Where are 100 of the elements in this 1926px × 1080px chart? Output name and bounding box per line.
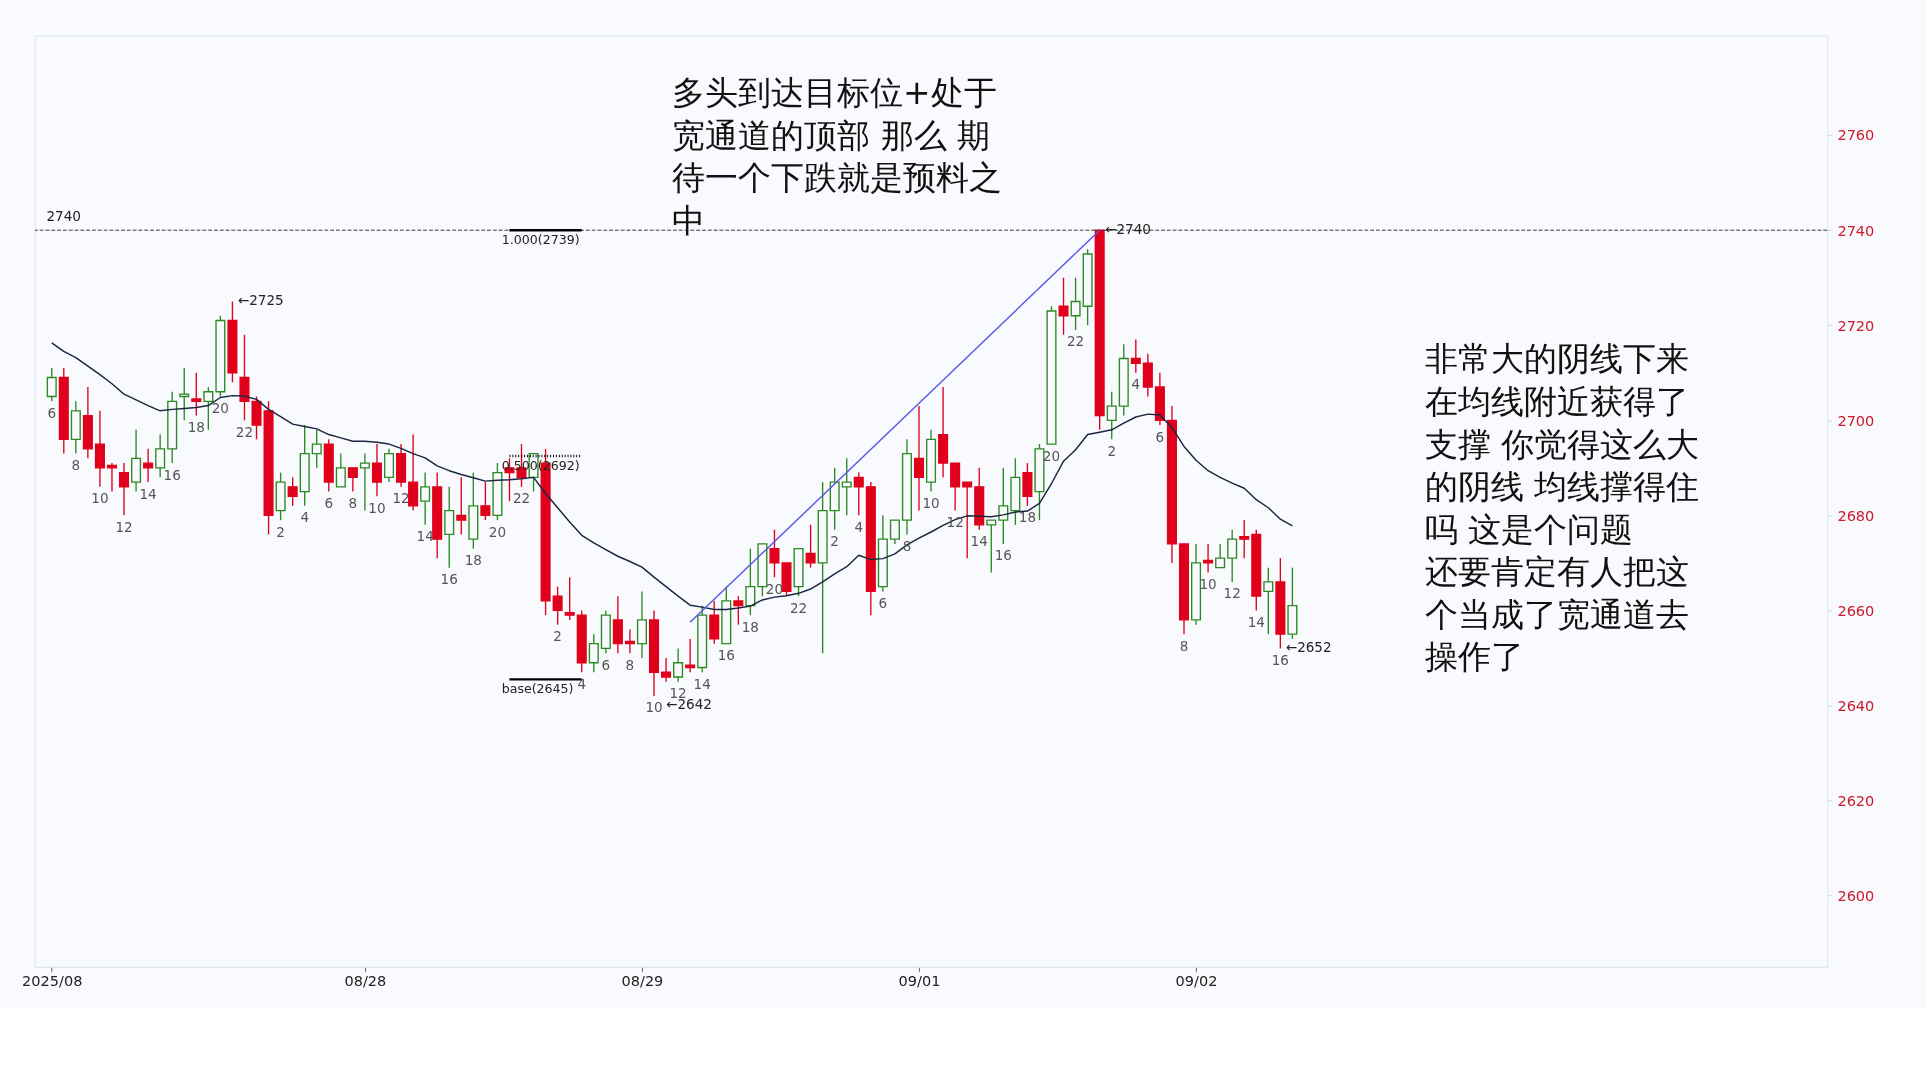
y-tick-label: 2760 xyxy=(1837,127,1875,144)
candlestick xyxy=(335,452,346,488)
candlestick xyxy=(1239,519,1250,559)
candlestick xyxy=(1130,338,1141,374)
candlestick xyxy=(1203,543,1214,574)
text: 6 xyxy=(878,594,888,611)
candlestick xyxy=(805,524,816,569)
candlestick xyxy=(564,576,575,621)
candlestick xyxy=(1215,543,1226,569)
candlestick xyxy=(191,372,202,417)
candlestick xyxy=(287,476,298,507)
candlestick xyxy=(371,443,382,498)
candlestick xyxy=(889,519,900,545)
y-tick-label: 2700 xyxy=(1837,412,1875,429)
text: 22 xyxy=(789,599,808,616)
text: 非常大的阴线下来在均线附近获得了支撑 你觉得这么大的阴线 均线撑得住吗 这是个问题 xyxy=(1424,339,1700,549)
text: 12 xyxy=(115,518,133,535)
text: 20 xyxy=(765,580,784,597)
candlestick xyxy=(408,433,419,512)
text: 10 xyxy=(368,499,386,516)
y-tick-label: 2600 xyxy=(1837,887,1875,904)
y-tick-label: 2720 xyxy=(1837,317,1875,334)
text: 8 xyxy=(348,495,358,512)
text: 4 xyxy=(300,509,310,526)
candlestick xyxy=(1022,462,1033,507)
text: 18 xyxy=(187,419,205,436)
annotation: ←2740 xyxy=(1105,221,1151,238)
text: 14 xyxy=(970,533,988,550)
candlestick xyxy=(444,486,455,569)
text: 16 xyxy=(440,571,458,588)
y-tick-label: 2660 xyxy=(1837,602,1875,619)
candlestick xyxy=(131,429,142,493)
x-tick-label: 2025/08 xyxy=(22,972,83,989)
candlestick xyxy=(143,448,154,483)
candlestick xyxy=(1263,566,1274,635)
text: 8 xyxy=(625,656,635,673)
text: 10 xyxy=(645,699,663,716)
text: 6 xyxy=(324,495,334,512)
candlestick xyxy=(155,433,166,479)
candlestick xyxy=(962,481,973,559)
text: 2 xyxy=(553,628,562,645)
candlestick xyxy=(1142,353,1153,398)
y-tick-label: 2740 xyxy=(1837,222,1875,239)
text: 10 xyxy=(1199,575,1217,592)
series-label: 1.000(2739) xyxy=(501,231,580,247)
candlestick xyxy=(998,467,1009,545)
ref-line-label: 2740 xyxy=(46,208,81,225)
candlestick xyxy=(1070,277,1081,331)
candlestick xyxy=(853,471,864,517)
text: 18 xyxy=(741,618,759,635)
text: 16 xyxy=(717,647,735,664)
candlestick xyxy=(733,595,744,626)
candlestick xyxy=(1227,528,1238,583)
x-tick-label: 08/29 xyxy=(621,972,664,989)
candlestick xyxy=(118,462,130,517)
candlestick xyxy=(480,481,491,521)
candlestick xyxy=(769,528,780,578)
text: 14 xyxy=(139,485,157,502)
candlestick xyxy=(1058,277,1069,336)
candlestick xyxy=(588,633,599,673)
text: 8 xyxy=(71,457,81,474)
annotation: ←2725 xyxy=(237,292,284,309)
text: 2 xyxy=(276,523,285,540)
candlestick xyxy=(1106,391,1117,441)
y-tick-label: 2620 xyxy=(1837,792,1875,809)
text: 14 xyxy=(693,675,711,692)
candlestick xyxy=(106,462,118,493)
text: 6 xyxy=(601,656,611,673)
candlestick xyxy=(745,547,756,616)
text: 还要肯定有人把这个当成了宽通道去操作了 xyxy=(1424,551,1689,677)
text: 22 xyxy=(1066,333,1085,350)
series-label: base(2645) xyxy=(501,680,574,696)
text: 22 xyxy=(235,423,254,440)
text: 12 xyxy=(1223,585,1241,602)
text: 16 xyxy=(163,466,181,483)
x-tick-label: 08/28 xyxy=(344,972,387,989)
text: 22 xyxy=(512,490,531,507)
text: 10 xyxy=(922,495,940,512)
candlestick xyxy=(347,467,358,493)
text: 16 xyxy=(994,547,1012,564)
candlestick xyxy=(94,410,105,488)
candlestick xyxy=(661,657,672,683)
candlestick xyxy=(612,595,623,654)
text: 4 xyxy=(854,518,864,535)
candlestick xyxy=(685,638,696,673)
text: 2 xyxy=(830,533,839,550)
text: 18 xyxy=(464,552,482,569)
candlestick xyxy=(709,600,720,645)
y-tick-label: 2640 xyxy=(1837,697,1875,714)
candlestick xyxy=(420,471,431,526)
text: 4 xyxy=(1131,376,1141,393)
text: 14 xyxy=(1247,613,1265,630)
text: 10 xyxy=(91,490,109,507)
candlestick xyxy=(950,462,961,512)
text: 20 xyxy=(488,523,507,540)
x-tick-label: 09/01 xyxy=(898,972,941,989)
candlestick xyxy=(203,386,214,431)
candlestick xyxy=(552,585,563,626)
text: 6 xyxy=(47,404,57,421)
text: 4 xyxy=(577,675,587,692)
